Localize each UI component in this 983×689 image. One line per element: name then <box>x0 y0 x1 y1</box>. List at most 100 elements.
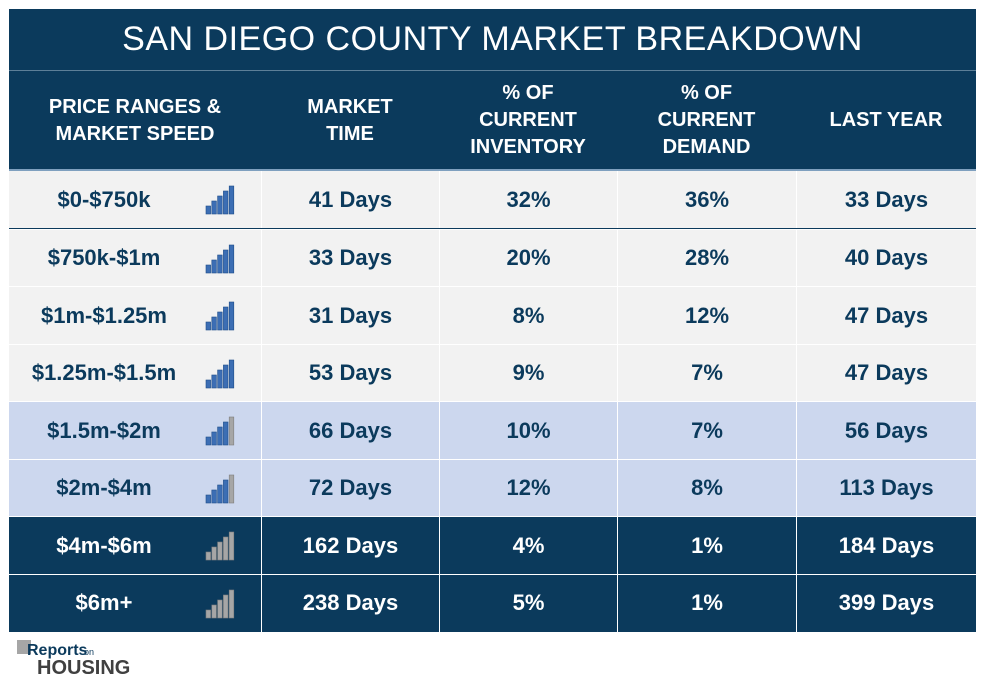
speed-bar <box>217 599 223 618</box>
speed-bar <box>223 594 229 618</box>
market-speed-bars-icon <box>205 301 235 331</box>
cell-market-time: 162 Days <box>261 517 439 574</box>
table-row: $1.25m-$1.5m 53 Days 9% 7% 47 Days <box>9 343 976 402</box>
header-demand-line2: CURRENT <box>657 109 756 131</box>
speed-bar <box>211 604 217 618</box>
price-range-label: $1.25m-$1.5m <box>31 360 177 385</box>
header-market-time-line1: MARKET <box>307 95 393 118</box>
speed-bar <box>228 244 235 273</box>
header-demand-line3: DEMAND <box>662 136 751 158</box>
price-range-label: $0-$750k <box>57 186 151 212</box>
speed-bar <box>217 426 223 446</box>
table-row: $2m-$4m 72 Days 12% 8% 113 Days <box>9 458 976 517</box>
speed-bar <box>228 531 235 561</box>
speed-bar <box>205 494 211 503</box>
table-header: PRICE RANGES & MARKET SPEED MARKET TIME … <box>9 70 976 171</box>
header-demand: % OF CURRENT DEMAND <box>617 71 796 170</box>
cell-market-time: 66 Days <box>261 402 439 459</box>
cell-demand: 7% <box>617 344 796 402</box>
price-range-label: $6m+ <box>75 590 133 615</box>
cell-demand: 36% <box>617 171 796 228</box>
cell-last-year: 113 Days <box>796 459 976 517</box>
speed-bar <box>223 306 229 331</box>
cell-demand: 12% <box>617 287 796 344</box>
svg-text:Reports: Reports <box>27 642 88 659</box>
price-range-label: $4m-$6m <box>56 532 152 558</box>
cell-market-time: 41 Days <box>261 171 439 228</box>
table-row: $750k-$1m 33 Days 20% 28% 40 Days <box>9 228 976 287</box>
speed-bar <box>223 421 229 446</box>
speed-bar <box>211 546 217 561</box>
speed-bar <box>228 474 235 503</box>
market-speed-bars-icon <box>205 474 235 503</box>
speed-bar <box>205 205 211 215</box>
cell-inventory: 32% <box>439 171 617 228</box>
market-breakdown-table: SAN DIEGO COUNTY MARKET BREAKDOWN PRICE … <box>9 9 976 632</box>
cell-last-year: 399 Days <box>796 574 976 632</box>
speed-bar <box>217 484 223 503</box>
market-speed-bars-icon <box>205 244 235 273</box>
table-row: $6m+ 238 Days 5% 1% 399 Days <box>9 573 976 632</box>
speed-bar <box>205 379 211 388</box>
cell-last-year: 47 Days <box>796 287 976 344</box>
header-inventory: % OF CURRENT INVENTORY <box>439 71 617 170</box>
header-last-year-line1: LAST YEAR <box>829 109 943 131</box>
header-inventory-line2: CURRENT <box>479 109 577 131</box>
speed-bar <box>223 479 229 503</box>
table-row: $1m-$1.25m 31 Days 8% 12% 47 Days <box>9 286 976 344</box>
market-speed-bars-icon <box>205 416 235 446</box>
header-inventory-line1: % OF <box>502 82 554 104</box>
speed-bar <box>223 249 229 273</box>
speed-bar <box>223 536 229 561</box>
speed-bar <box>205 321 211 331</box>
market-speed-bars-icon <box>205 359 235 388</box>
header-market-time-line2: TIME <box>326 122 374 145</box>
cell-inventory: 4% <box>439 517 617 574</box>
cell-inventory: 10% <box>439 402 617 459</box>
cell-demand: 28% <box>617 229 796 287</box>
speed-bar <box>211 374 217 388</box>
speed-bar <box>217 311 223 331</box>
market-speed-bars-icon <box>205 531 235 561</box>
table-title: SAN DIEGO COUNTY MARKET BREAKDOWN <box>9 9 976 70</box>
cell-market-time: 53 Days <box>261 344 439 402</box>
market-speed-bars-icon <box>205 589 235 618</box>
speed-bar <box>223 190 229 215</box>
speed-bar <box>228 301 235 331</box>
cell-market-time: 33 Days <box>261 229 439 287</box>
price-range-label: $750k-$1m <box>47 245 161 270</box>
speed-bar <box>217 254 223 273</box>
cell-last-year: 47 Days <box>796 344 976 402</box>
price-range-label: $1.5m-$2m <box>47 417 161 443</box>
cell-inventory: 12% <box>439 459 617 517</box>
cell-last-year: 184 Days <box>796 517 976 574</box>
cell-inventory: 9% <box>439 344 617 402</box>
speed-bar <box>217 541 223 561</box>
speed-bar <box>228 589 235 618</box>
svg-text:on: on <box>84 647 94 657</box>
speed-bar <box>211 200 217 215</box>
table-row: $0-$750k 41 Days 32% 36% 33 Days <box>9 171 976 228</box>
cell-demand: 7% <box>617 402 796 459</box>
reports-on-housing-logo: Reports on HOUSING <box>17 640 130 679</box>
header-demand-line1: % OF <box>680 82 733 104</box>
speed-bar <box>211 431 217 446</box>
svg-text:HOUSING: HOUSING <box>37 657 130 679</box>
header-last-year: LAST YEAR <box>796 71 976 170</box>
speed-bar <box>211 489 217 503</box>
speed-bar <box>228 185 235 215</box>
speed-bar <box>205 264 211 273</box>
table-row: $4m-$6m 162 Days 4% 1% 184 Days <box>9 516 976 574</box>
cell-inventory: 5% <box>439 574 617 632</box>
cell-market-time: 238 Days <box>261 574 439 632</box>
cell-market-time: 72 Days <box>261 459 439 517</box>
table-row: $1.5m-$2m 66 Days 10% 7% 56 Days <box>9 401 976 459</box>
cell-market-time: 31 Days <box>261 287 439 344</box>
speed-bar <box>205 551 211 561</box>
speed-bar <box>205 436 211 446</box>
speed-bar <box>211 259 217 273</box>
speed-bar <box>217 195 223 215</box>
speed-bar <box>205 609 211 618</box>
header-inventory-line3: INVENTORY <box>470 136 586 158</box>
cell-demand: 1% <box>617 517 796 574</box>
